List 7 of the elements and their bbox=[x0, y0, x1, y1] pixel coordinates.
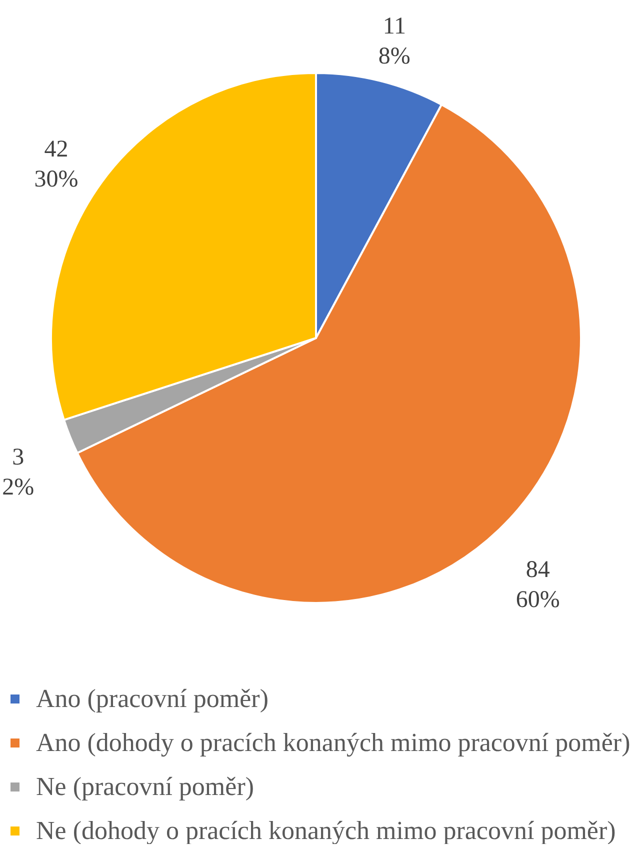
data-label: 11 8% bbox=[378, 14, 410, 70]
data-label: 3 2% bbox=[2, 444, 34, 501]
legend-label: Ano (pracovní poměr) bbox=[36, 684, 268, 713]
data-label: 42 30% bbox=[34, 136, 78, 192]
legend-label: Ano (dohody o pracích konaných mimo pracovní poměr) bbox=[36, 728, 630, 757]
data-label: 84 60% bbox=[516, 557, 560, 614]
legend-label: Ne (pracovní poměr) bbox=[36, 772, 254, 801]
